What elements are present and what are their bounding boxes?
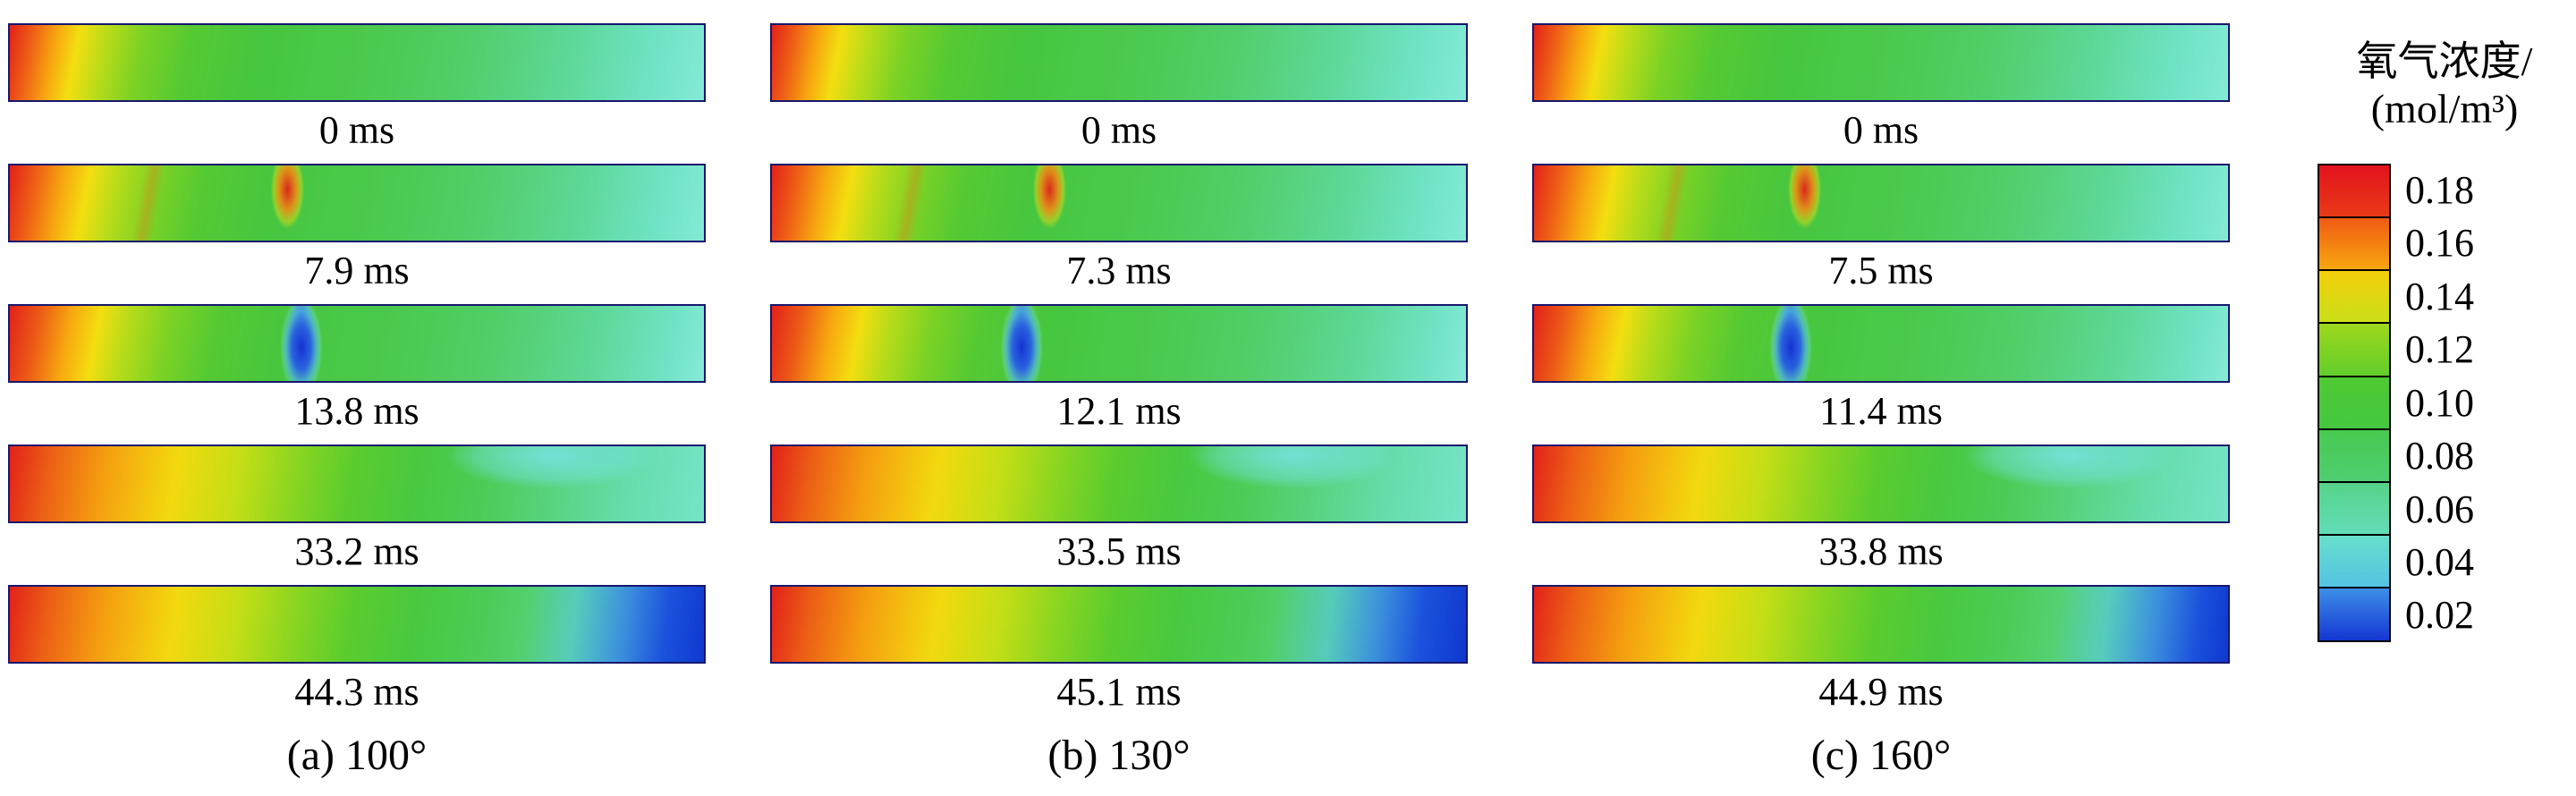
colorbar-segment (2319, 536, 2389, 589)
frame: 44.3 ms (8, 585, 706, 719)
colorbar-tick: 0.14 (2405, 274, 2474, 318)
colorbar-segment (2319, 271, 2389, 325)
legend-title-line2: (mol/m³) (2370, 86, 2519, 132)
frame: 11.4 ms (1532, 304, 2230, 438)
colorbar-tick: 0.18 (2405, 167, 2474, 212)
time-label: 33.5 ms (1056, 529, 1182, 573)
panel-c: 0 ms 7.5 ms 11.4 ms 33.8 ms 44.9 ms (c) … (1532, 23, 2230, 784)
heatmap-strip (1532, 445, 2230, 523)
colorbar-segment (2319, 429, 2389, 484)
frame: 12.1 ms (770, 304, 1468, 438)
colorbar-segment (2319, 589, 2389, 640)
time-label: 45.1 ms (1056, 669, 1182, 714)
frame: 33.2 ms (8, 445, 706, 579)
panel-caption: (b) 130° (1047, 731, 1191, 779)
time-label: 33.2 ms (294, 529, 419, 573)
colorbar-ticks: 0.18 0.16 0.14 0.12 0.10 0.08 0.06 0.04 … (2405, 164, 2576, 642)
heatmap-strip (770, 585, 1468, 664)
heatmap-strip (8, 445, 706, 523)
time-label: 0 ms (318, 107, 395, 152)
time-label: 7.3 ms (1066, 248, 1172, 292)
time-label: 0 ms (1080, 107, 1157, 152)
colorbar-segment (2319, 324, 2389, 377)
frame: 45.1 ms (770, 585, 1468, 719)
colorbar-tick: 0.06 (2405, 487, 2474, 531)
frame: 33.8 ms (1532, 445, 2230, 579)
heatmap-strip (770, 164, 1468, 242)
heatmap-strip (8, 304, 706, 383)
panel-a: 0 ms 7.9 ms 13.8 ms 33.2 ms 44.3 ms (a) … (8, 23, 706, 784)
heatmap-strip (1532, 23, 2230, 102)
heatmap-strip (8, 164, 706, 242)
time-label: 44.9 ms (1818, 669, 1944, 714)
time-label: 11.4 ms (1819, 388, 1943, 433)
colorbar-legend: 氧气浓度/ (mol/m³) 0.18 0.16 0.14 0.12 0.10 (2294, 23, 2576, 784)
colorbar-wrap: 0.18 0.16 0.14 0.12 0.10 0.08 0.06 0.04 … (2294, 163, 2576, 642)
panel-caption: (a) 100° (286, 731, 428, 779)
time-label: 7.5 ms (1828, 248, 1934, 292)
frame: 33.5 ms (770, 445, 1468, 579)
time-label: 33.8 ms (1818, 529, 1944, 573)
frame: 0 ms (770, 23, 1468, 157)
time-label: 7.9 ms (304, 248, 410, 292)
colorbar-tick: 0.10 (2405, 380, 2474, 425)
colorbar-segment (2319, 483, 2389, 537)
heatmap-strip (770, 445, 1468, 523)
legend-title-line1: 氧气浓度/ (2356, 38, 2533, 84)
colorbar-tick: 0.08 (2405, 434, 2474, 478)
colorbar (2318, 163, 2391, 642)
heatmap-strip (1532, 304, 2230, 383)
frame: 44.9 ms (1532, 585, 2230, 719)
heatmap-strip (770, 304, 1468, 383)
frame: 7.3 ms (770, 164, 1468, 298)
colorbar-tick: 0.12 (2405, 327, 2474, 372)
frame: 13.8 ms (8, 304, 706, 438)
heatmap-strip (770, 23, 1468, 102)
panel-b: 0 ms 7.3 ms 12.1 ms 33.5 ms 45.1 ms (b) … (770, 23, 1468, 784)
colorbar-segment (2319, 217, 2389, 272)
heatmap-strip (1532, 164, 2230, 242)
frame: 7.9 ms (8, 164, 706, 298)
frame: 7.5 ms (1532, 164, 2230, 298)
time-label: 12.1 ms (1056, 388, 1182, 433)
colorbar-segment (2319, 377, 2389, 430)
colorbar-tick: 0.16 (2405, 221, 2474, 266)
panel-caption: (c) 160° (1810, 731, 1952, 779)
time-label: 44.3 ms (294, 669, 419, 714)
frame: 0 ms (1532, 23, 2230, 157)
frame: 0 ms (8, 23, 706, 157)
legend-title: 氧气浓度/ (mol/m³) (2294, 38, 2576, 133)
heatmap-strip (8, 23, 706, 102)
colorbar-segment (2319, 165, 2389, 218)
colorbar-tick: 0.02 (2405, 593, 2474, 638)
heatmap-strip (1532, 585, 2230, 664)
colorbar-tick: 0.04 (2405, 540, 2474, 584)
heatmap-strip (8, 585, 706, 664)
time-label: 13.8 ms (294, 388, 419, 433)
time-label: 0 ms (1843, 107, 1919, 152)
